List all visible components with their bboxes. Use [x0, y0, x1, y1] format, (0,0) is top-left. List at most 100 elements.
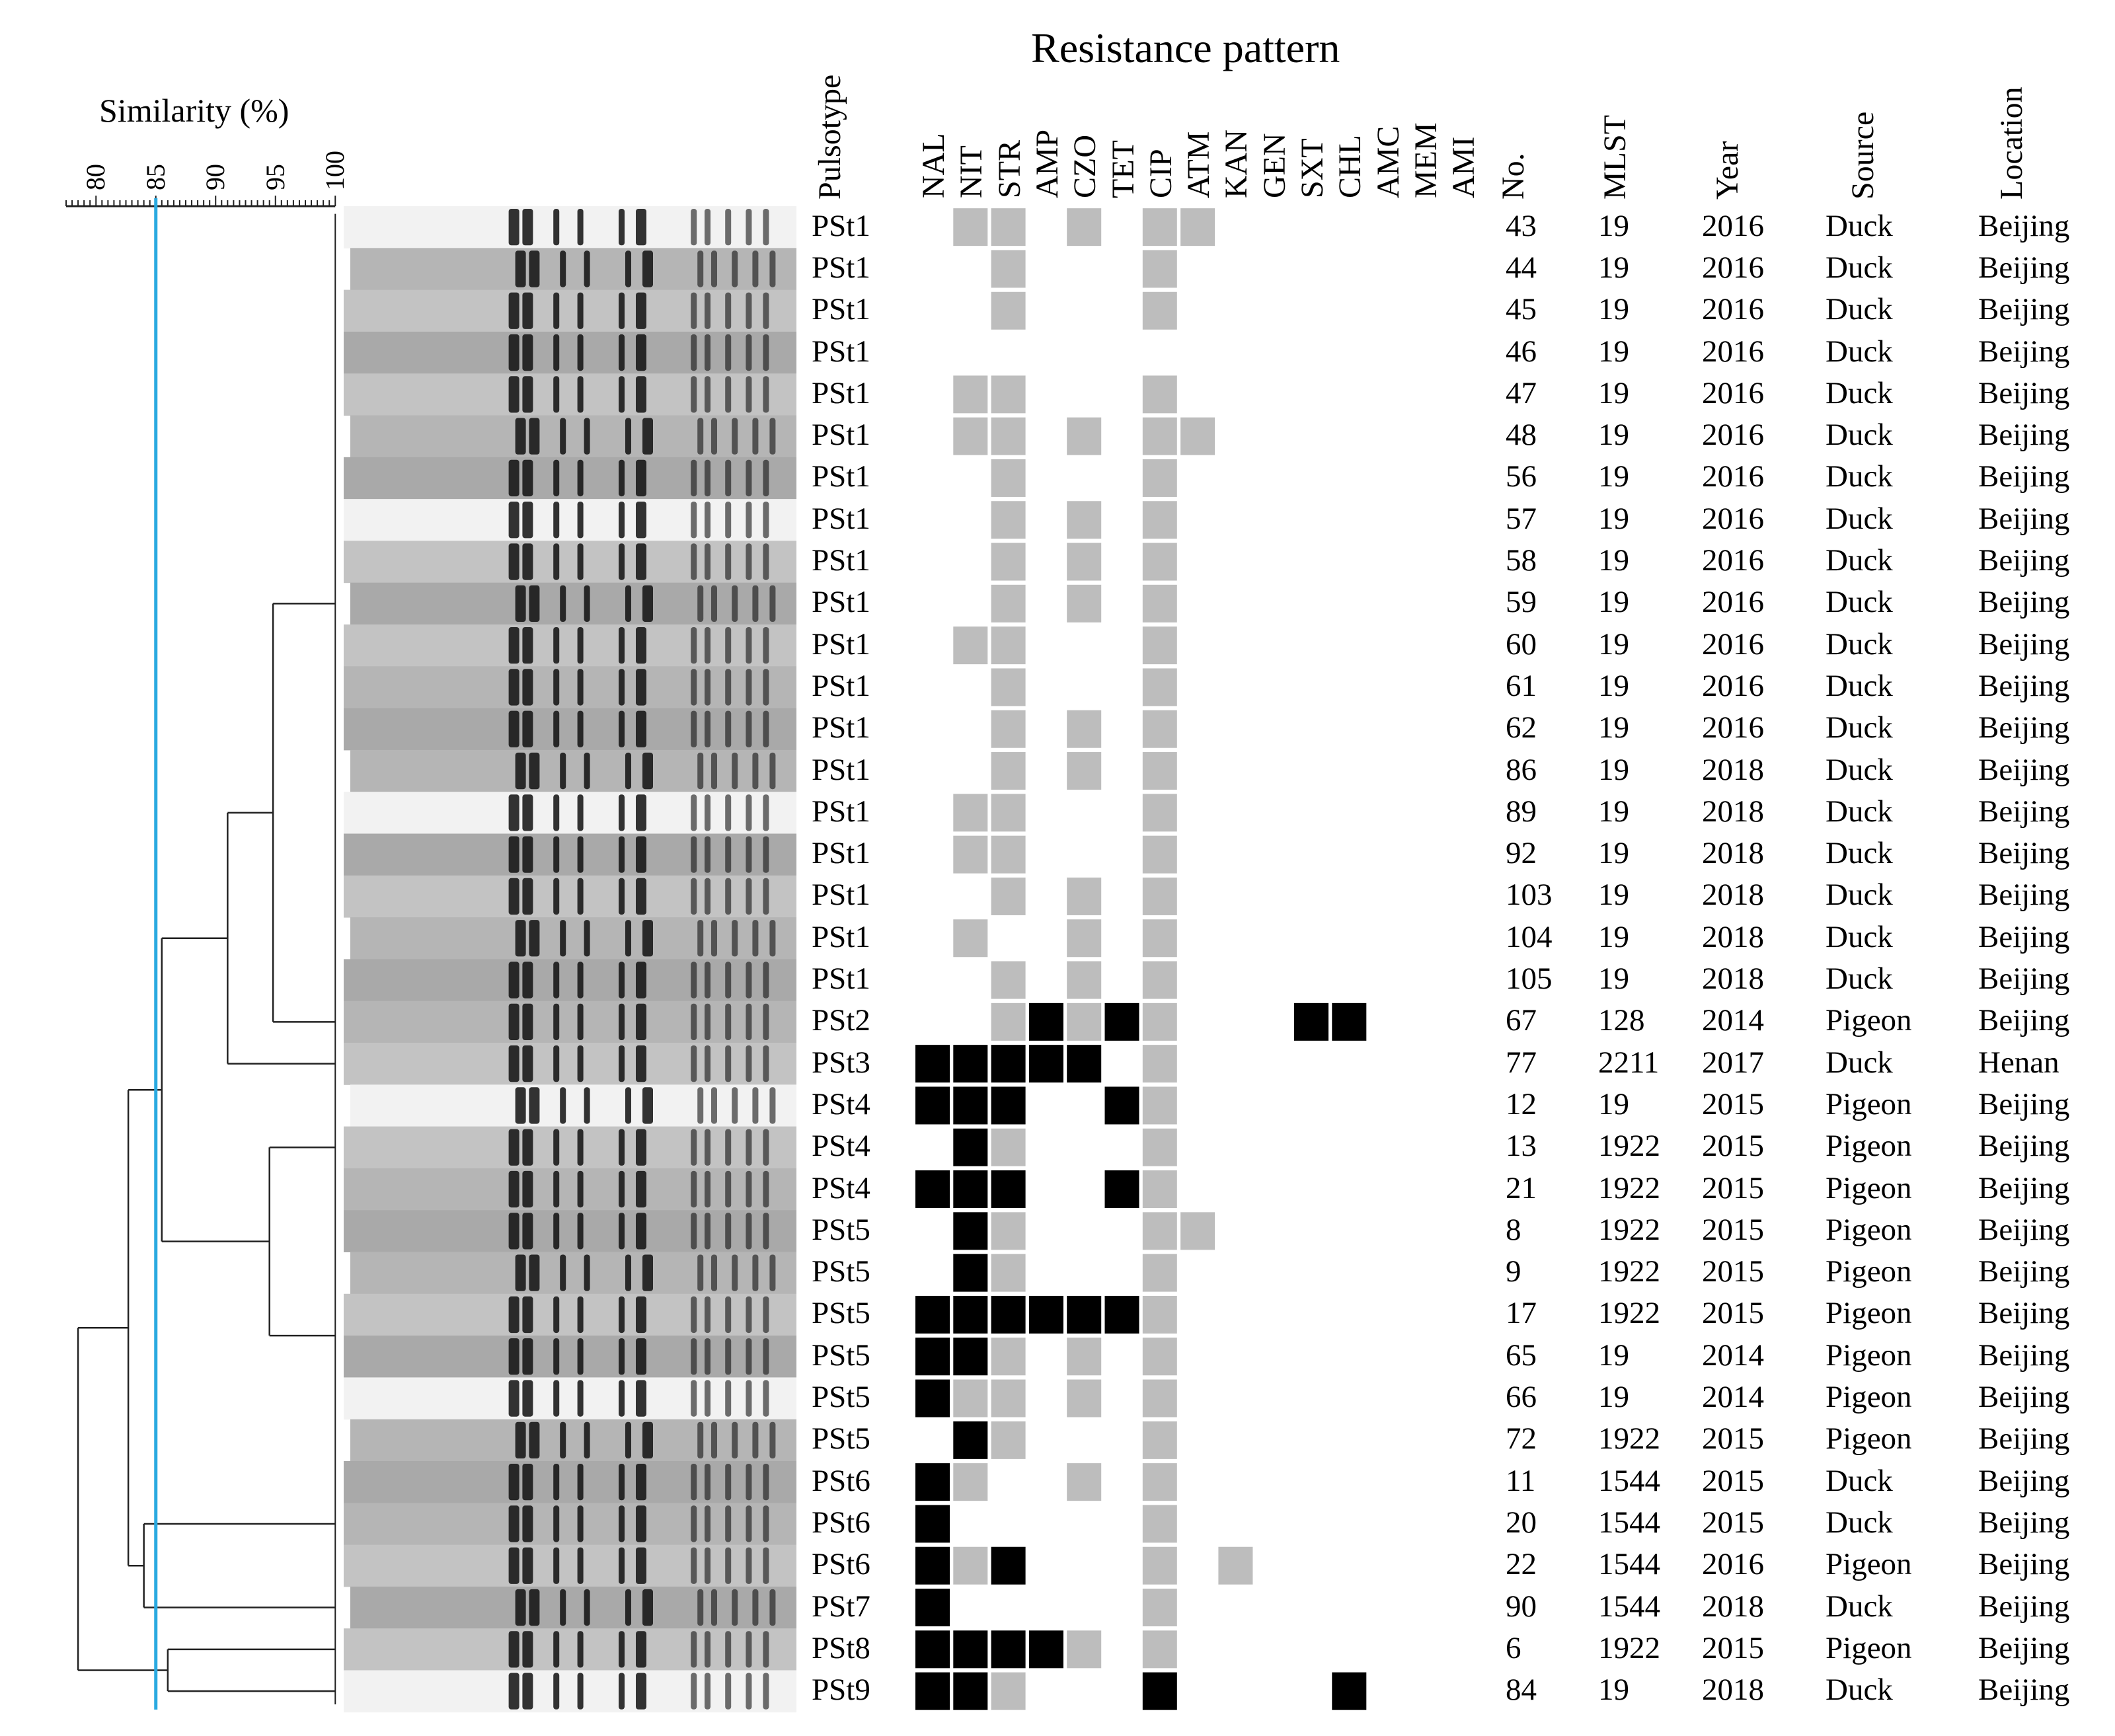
- gel-band: [636, 334, 646, 371]
- gel-band: [619, 292, 625, 329]
- gel-band: [725, 836, 732, 873]
- gel-band: [619, 1380, 625, 1417]
- isolation-year: 2018: [1702, 919, 1764, 954]
- intermediate-cell: [1142, 1589, 1177, 1627]
- isolate-number: 46: [1506, 334, 1537, 369]
- gel-band: [763, 1129, 769, 1166]
- gel-band: [697, 920, 704, 957]
- intermediate-cell: [1142, 1546, 1177, 1585]
- gel-band: [763, 1505, 769, 1542]
- isolation-year: 2016: [1702, 459, 1764, 494]
- gel-band: [725, 710, 732, 747]
- gel-band: [508, 710, 519, 747]
- gel-band: [732, 1254, 738, 1291]
- gel-band: [577, 543, 584, 580]
- gel-band: [691, 710, 697, 747]
- intermediate-cell: [1142, 626, 1177, 665]
- intermediate-cell: [953, 835, 988, 874]
- gel-band: [763, 376, 769, 413]
- gel-band: [691, 1380, 697, 1417]
- gel-band: [691, 209, 697, 246]
- isolate-number: 21: [1506, 1170, 1537, 1205]
- isolation-year: 2016: [1702, 292, 1764, 327]
- gel-lane: [350, 248, 796, 291]
- intermediate-cell: [1067, 710, 1102, 748]
- resistant-cell: [953, 1672, 988, 1710]
- gel-band: [619, 209, 625, 246]
- mlst-type: 1922: [1598, 1254, 1660, 1289]
- gel-band: [705, 627, 711, 664]
- gel-band: [522, 1045, 533, 1082]
- gel-band: [619, 1129, 625, 1166]
- gel-band: [619, 1631, 625, 1668]
- gel-band: [508, 1464, 519, 1501]
- gel-band: [515, 418, 526, 455]
- gel-band: [619, 627, 625, 664]
- gel-band: [619, 794, 625, 831]
- isolate-source: Pigeon: [1826, 1170, 1912, 1205]
- gel-band: [746, 1547, 752, 1584]
- gel-band: [746, 1045, 752, 1082]
- gel-band: [577, 1673, 584, 1710]
- gel-band: [636, 1213, 646, 1250]
- gel-band: [522, 209, 533, 246]
- gel-band: [746, 1464, 752, 1501]
- gel-band: [508, 878, 519, 915]
- mlst-type: 2211: [1598, 1045, 1660, 1080]
- resistant-cell: [991, 1086, 1026, 1125]
- isolation-year: 2014: [1702, 1380, 1764, 1415]
- gel-band: [619, 710, 625, 747]
- isolation-year: 2015: [1702, 1421, 1764, 1456]
- gel-lane: [344, 289, 796, 332]
- gel-band: [763, 209, 769, 246]
- isolate-number: 43: [1506, 208, 1537, 243]
- mlst-type: 1544: [1598, 1463, 1660, 1498]
- intermediate-cell: [953, 208, 988, 246]
- gel-lane: [350, 749, 796, 792]
- gel-band: [763, 1213, 769, 1250]
- isolate-source: Duck: [1826, 375, 1893, 410]
- gel-band: [691, 1170, 697, 1208]
- isolate-location: Beijing: [1978, 710, 2070, 745]
- gel-band: [508, 1170, 519, 1208]
- gel-lane: [344, 1628, 796, 1671]
- pulsotype-label: PSt1: [812, 459, 870, 494]
- mlst-type: 1922: [1598, 1129, 1660, 1164]
- mlst-type: 19: [1598, 1673, 1629, 1708]
- gel-band: [642, 418, 653, 455]
- isolation-year: 2017: [1702, 1045, 1764, 1080]
- gel-band: [619, 1547, 625, 1584]
- gel-band: [763, 459, 769, 497]
- gel-band: [705, 1045, 711, 1082]
- isolate-number: 61: [1506, 668, 1537, 703]
- gel-band: [619, 502, 625, 539]
- resistant-cell: [991, 1045, 1026, 1083]
- gel-band: [705, 1673, 711, 1710]
- gel-band: [746, 1213, 752, 1250]
- pulsotype-label: PSt6: [812, 1547, 870, 1582]
- gel-band: [577, 878, 584, 915]
- resistant-cell: [915, 1505, 950, 1543]
- isolate-source: Pigeon: [1826, 1338, 1912, 1373]
- gel-band: [560, 1254, 566, 1291]
- gel-band: [584, 250, 590, 287]
- resistant-cell: [991, 1295, 1026, 1334]
- gel-band: [711, 1087, 717, 1124]
- gel-lane: [344, 959, 796, 1002]
- gel-band: [522, 878, 533, 915]
- gel-band: [560, 1087, 566, 1124]
- isolate-location: Beijing: [1978, 250, 2070, 285]
- intermediate-cell: [991, 752, 1026, 790]
- isolate-location: Beijing: [1978, 1254, 2070, 1289]
- gel-band: [725, 962, 732, 999]
- gel-band: [691, 1045, 697, 1082]
- pulsotype-label: PSt4: [812, 1170, 870, 1205]
- gel-lane: [344, 457, 796, 500]
- gel-band: [763, 1380, 769, 1417]
- resistant-cell: [1294, 1002, 1328, 1041]
- isolate-number: 11: [1506, 1463, 1536, 1498]
- isolate-source: Duck: [1826, 585, 1893, 620]
- gel-band: [763, 1673, 769, 1710]
- gel-band: [529, 1087, 540, 1124]
- gel-band: [746, 1003, 752, 1040]
